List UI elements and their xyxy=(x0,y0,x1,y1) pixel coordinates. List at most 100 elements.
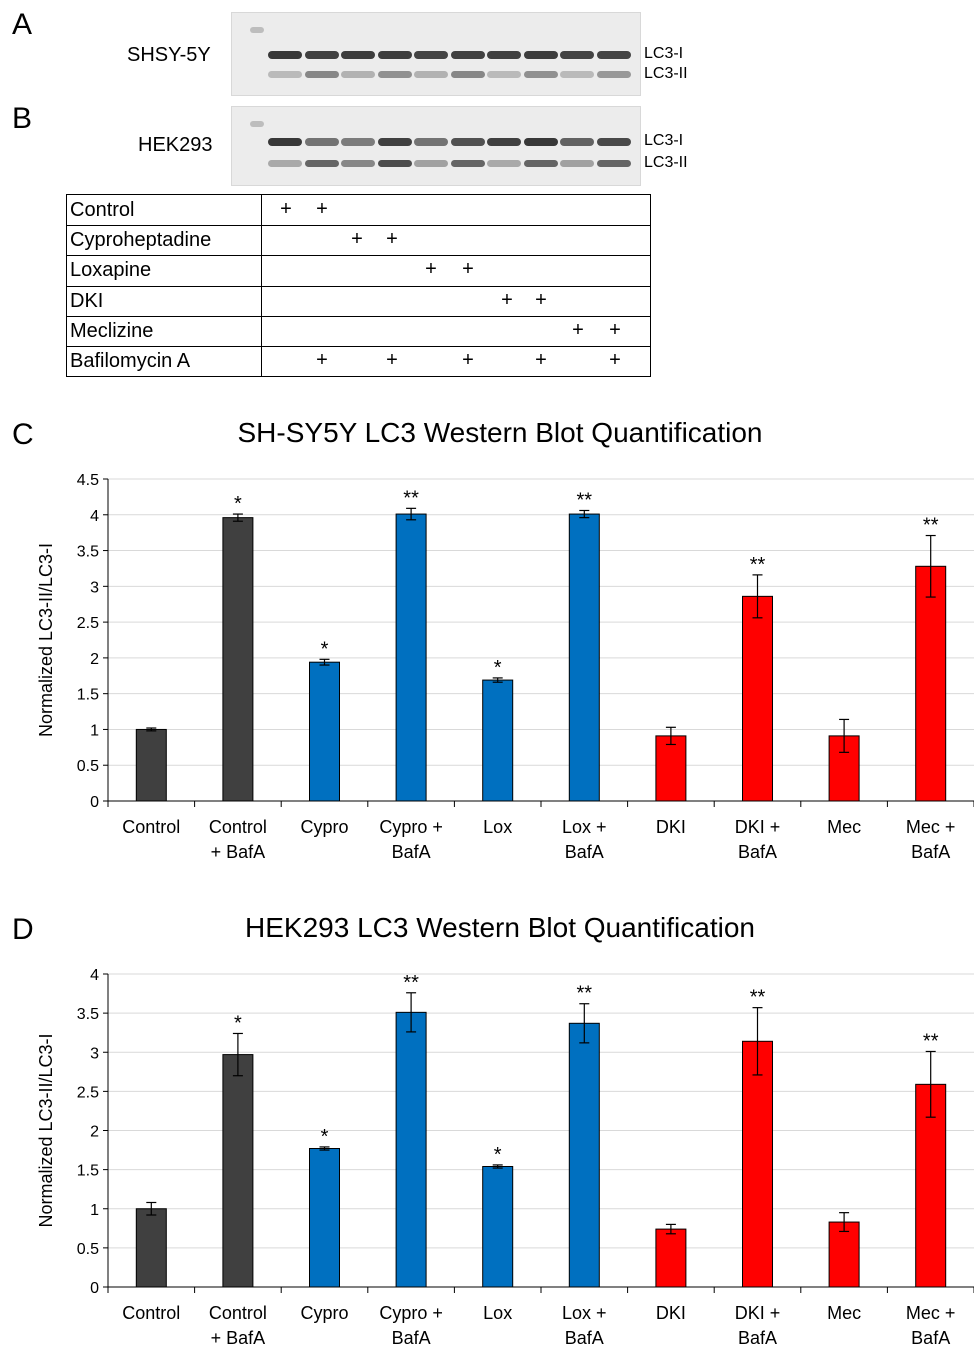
significance-marker: ** xyxy=(403,972,419,994)
band-lower xyxy=(304,71,339,78)
treatment-mark: + xyxy=(572,318,584,341)
x-tick-label: + BafA xyxy=(211,1328,266,1347)
x-tick-label: Control xyxy=(209,817,267,837)
bar xyxy=(742,595,773,802)
western-blot-shsy5y xyxy=(231,12,641,96)
y-tick-label: 0.5 xyxy=(77,1241,99,1258)
blot-b-cell-line: HEK293 xyxy=(138,134,213,156)
x-tick-label: Cypro + xyxy=(379,817,443,837)
y-tick-label: 1 xyxy=(90,1202,99,1219)
table-row-divider xyxy=(67,225,650,226)
x-tick-label: Lox xyxy=(483,1303,512,1323)
x-tick-label: BafA xyxy=(738,1328,777,1347)
band-upper xyxy=(377,138,412,146)
significance-marker: ** xyxy=(750,554,766,576)
table-divider xyxy=(261,195,262,376)
bar xyxy=(309,661,340,802)
treatment-mark: + xyxy=(462,349,474,371)
x-tick-label: Control xyxy=(122,1303,180,1323)
y-tick-label: 0 xyxy=(90,1280,99,1297)
band-lower xyxy=(560,160,594,167)
band-upper xyxy=(414,138,448,146)
treatment-mark: + xyxy=(535,288,547,311)
chart-c-title: SH-SY5Y LC3 Western Blot Quantification xyxy=(237,417,763,448)
ladder-marker xyxy=(250,27,264,33)
y-tick-label: 3 xyxy=(90,1045,99,1062)
band-upper xyxy=(560,51,594,59)
band-lower xyxy=(304,160,339,167)
table-row-label: Loxapine xyxy=(70,259,152,282)
y-tick-label: 0 xyxy=(90,794,99,811)
table-row-label: DKI xyxy=(70,289,104,312)
x-tick-label: Mec xyxy=(827,1303,861,1323)
band-upper xyxy=(560,138,594,146)
significance-marker: ** xyxy=(750,987,766,1009)
band-lower xyxy=(487,160,521,167)
band-lower xyxy=(377,71,412,78)
treatment-mark: + xyxy=(316,198,328,220)
x-tick-label: BafA xyxy=(911,1328,950,1347)
table-row-divider xyxy=(67,286,650,287)
band-lower xyxy=(341,71,375,78)
table-row-divider xyxy=(67,346,650,347)
significance-marker: ** xyxy=(403,487,419,509)
y-tick-label: 4 xyxy=(90,508,99,525)
band-upper xyxy=(414,51,448,59)
treatment-mark: + xyxy=(425,258,437,281)
band-lower xyxy=(596,160,631,167)
table-row-label: Cyproheptadine xyxy=(70,229,212,252)
treatment-mark: + xyxy=(316,349,328,371)
band-upper xyxy=(523,138,558,146)
y-tick-label: 1 xyxy=(90,722,99,739)
band-upper xyxy=(304,138,339,146)
x-tick-label: Mec xyxy=(827,817,861,837)
blot-a-band-lower: LC3-II xyxy=(644,65,688,82)
y-tick-label: 1.5 xyxy=(77,1163,99,1180)
x-tick-label: Control xyxy=(209,1303,267,1323)
bar xyxy=(915,565,947,802)
significance-marker: ** xyxy=(577,489,593,511)
x-tick-label: Lox + xyxy=(562,1303,607,1323)
band-lower xyxy=(414,71,448,78)
bar xyxy=(655,1228,687,1288)
table-row-label: Meclizine xyxy=(70,319,154,342)
band-upper xyxy=(487,138,521,146)
bar xyxy=(395,1011,427,1288)
treatment-mark: + xyxy=(351,228,363,251)
bar xyxy=(135,1208,167,1288)
blot-a-cell-line: SHSY-5Y xyxy=(127,44,211,66)
y-tick-label: 4 xyxy=(90,967,99,984)
band-upper xyxy=(268,138,302,146)
band-lower xyxy=(487,71,521,78)
x-tick-label: BafA xyxy=(565,842,604,862)
band-upper xyxy=(377,51,412,59)
y-tick-label: 2 xyxy=(90,651,99,668)
chart-d-title: HEK293 LC3 Western Blot Quantification xyxy=(245,912,755,943)
significance-marker: ** xyxy=(577,983,593,1005)
y-tick-label: 4.5 xyxy=(77,472,99,489)
band-lower xyxy=(450,71,485,78)
x-tick-label: Lox + xyxy=(562,817,607,837)
significance-marker: * xyxy=(494,1144,502,1166)
treatment-mark: + xyxy=(609,318,621,341)
panel-letter-c: C xyxy=(12,418,34,451)
band-upper xyxy=(450,51,485,59)
significance-marker: * xyxy=(321,638,329,660)
blot-b-band-lower: LC3-II xyxy=(644,154,688,171)
band-upper xyxy=(596,138,631,146)
x-tick-label: Mec + xyxy=(906,817,956,837)
x-tick-label: Cypro + xyxy=(379,1303,443,1323)
bar xyxy=(742,1040,773,1288)
table-row-divider xyxy=(67,316,650,317)
band-lower xyxy=(560,71,594,78)
band-lower xyxy=(523,160,558,167)
bar xyxy=(482,679,514,802)
bar xyxy=(395,513,427,802)
x-tick-label: + BafA xyxy=(211,842,266,862)
y-tick-label: 3 xyxy=(90,579,99,596)
significance-marker: * xyxy=(234,493,242,515)
band-lower xyxy=(414,160,448,167)
band-upper xyxy=(596,51,631,59)
bar xyxy=(222,1054,254,1288)
